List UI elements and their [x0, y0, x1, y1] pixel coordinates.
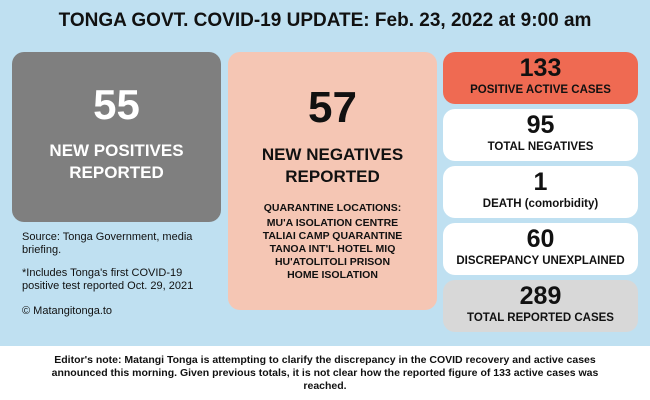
quarantine-location: HOME ISOLATION: [287, 269, 378, 281]
new-negatives-label: NEW NEGATIVES REPORTED: [228, 144, 437, 188]
source-note: Source: Tonga Government, media briefing…: [22, 231, 193, 256]
new-positives-value: 55: [93, 81, 140, 128]
quarantine-location: TALIAI CAMP QUARANTINE: [262, 230, 403, 242]
positive-active-cases-label: POSITIVE ACTIVE CASES: [470, 84, 611, 96]
new-positives-label: NEW POSITIVES REPORTED: [12, 140, 221, 184]
new-negatives-value: 57: [308, 83, 357, 132]
total-negatives-card: 95 TOTAL NEGATIVES: [443, 109, 638, 161]
quarantine-title: QUARANTINE LOCATIONS:: [263, 202, 402, 214]
quarantine-list: MU'A ISOLATION CENTRE TALIAI CAMP QUARAN…: [228, 217, 437, 282]
discrepancy-label: DISCREPANCY UNEXPLAINED: [456, 255, 625, 267]
new-negatives-card: 57 NEW NEGATIVES REPORTED QUARANTINE LOC…: [228, 52, 437, 310]
death-label: DEATH (comorbidity): [482, 198, 599, 210]
quarantine-location: TANOA INT'L HOTEL MIQ: [269, 243, 396, 255]
page-title: TONGA GOVT. COVID-19 UPDATE: Feb. 23, 20…: [58, 10, 592, 31]
positive-active-cases-card: 133 POSITIVE ACTIVE CASES: [443, 52, 638, 104]
total-negatives-value: 95: [526, 111, 555, 139]
quarantine-location: HU'ATOLITOLI PRISON: [274, 256, 391, 268]
positive-active-cases-value: 133: [519, 54, 562, 82]
new-positives-card: 55 NEW POSITIVES REPORTED: [12, 52, 221, 222]
quarantine-location: MU'A ISOLATION CENTRE: [266, 217, 399, 229]
new-positives-label-line1: NEW POSITIVES: [49, 141, 184, 160]
new-negatives-label-line1: NEW NEGATIVES: [261, 145, 404, 164]
new-negatives-label-line2: REPORTED: [285, 167, 380, 186]
total-reported-cases-card: 289 TOTAL REPORTED CASES: [443, 280, 638, 332]
discrepancy-value: 60: [526, 225, 555, 253]
total-reported-cases-value: 289: [519, 282, 562, 310]
total-negatives-label: TOTAL NEGATIVES: [487, 141, 594, 153]
copyright-note: © Matangitonga.to: [22, 305, 113, 317]
death-card: 1 DEATH (comorbidity): [443, 166, 638, 218]
total-reported-cases-label: TOTAL REPORTED CASES: [467, 312, 614, 324]
editors-note: Editor's note: Matangi Tonga is attempti…: [0, 346, 650, 400]
includes-note: *Includes Tonga's first COVID-19 positiv…: [22, 267, 194, 292]
discrepancy-card: 60 DISCREPANCY UNEXPLAINED: [443, 223, 638, 275]
death-value: 1: [533, 168, 548, 196]
new-positives-label-line2: REPORTED: [69, 163, 164, 182]
